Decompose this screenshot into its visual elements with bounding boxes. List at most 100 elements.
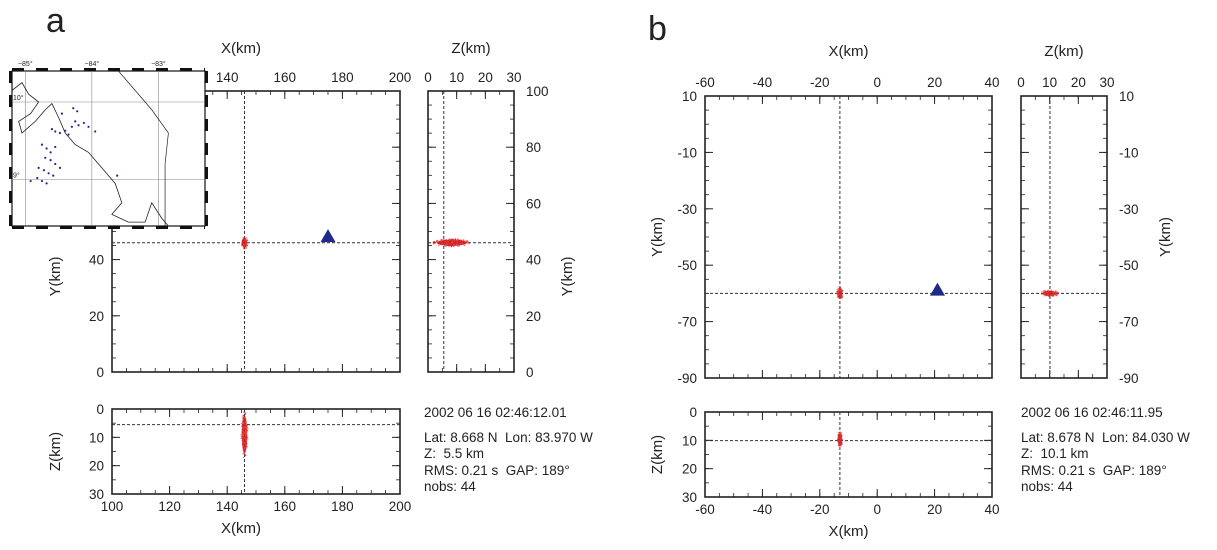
zy-hypocenter-cloud-b-point xyxy=(1044,290,1047,292)
zy-ytick-label-b: -70 xyxy=(1119,315,1139,330)
inset-station-dot xyxy=(77,124,80,127)
xz-hypocenter-cloud-b-point xyxy=(837,440,840,443)
inset-border-line xyxy=(118,70,169,226)
xz-xtick-label-a: 160 xyxy=(274,499,297,514)
map-ytick-label-a: 40 xyxy=(89,253,104,268)
inset-frame-left xyxy=(9,119,12,131)
zy-hypocenter-cloud-b-point xyxy=(1050,294,1052,296)
inset-coastline xyxy=(11,82,169,227)
inset-station-dot xyxy=(116,174,119,177)
xz-hypocenter-cloud-b-point xyxy=(839,431,842,433)
inset-frame-top xyxy=(204,68,205,71)
xz-hypocenter-cloud-a-point xyxy=(243,450,246,452)
map-epicenter-cloud-b-point xyxy=(837,295,840,298)
zy-frame-b xyxy=(1020,95,1108,379)
xz-ytick-label-a: 10 xyxy=(89,430,104,445)
zy-hypocenter-cloud-a-point xyxy=(458,245,460,247)
xz-hypocenter-cloud-a-point xyxy=(246,424,248,426)
xz-frame-a xyxy=(111,408,401,495)
xz-hypocenter-cloud-a-point xyxy=(246,426,249,428)
panel-label-b: b xyxy=(648,10,667,48)
zy-hypocenter-cloud-a-point xyxy=(462,239,465,241)
inset-lat-label: 9° xyxy=(13,172,20,180)
map-epicenter-cloud-b-point xyxy=(836,296,839,298)
xz-hypocenter-cloud-a-point xyxy=(240,437,242,440)
map-epicenter-cloud-a xyxy=(240,236,249,250)
map-ytick-label-b: -30 xyxy=(677,202,697,217)
map-ytick-label-b: 10 xyxy=(682,89,697,104)
map-xtick-label-b: 0 xyxy=(873,75,881,90)
inset-frame-bottom xyxy=(12,226,24,229)
zy-hypocenter-cloud-b-point xyxy=(1050,289,1053,292)
inset-station-dot xyxy=(70,125,73,128)
zy-hypocenter-cloud-a-point xyxy=(452,240,455,243)
event-info-b: 2002 06 16 02:46:11.95 Lat: 8.678 N Lon:… xyxy=(1021,405,1190,496)
zy-hypocenter-cloud-a-point xyxy=(457,238,460,240)
xz-hypocenter-cloud-a-point xyxy=(246,436,249,439)
xz-hypocenter-cloud-a-point xyxy=(243,425,245,427)
xz-hypocenter-cloud-b-point xyxy=(837,433,840,436)
xz-xtick-label-a: 200 xyxy=(389,499,412,514)
inset-frame-bottom xyxy=(60,226,72,229)
xz-hypocenter-cloud-a-point xyxy=(241,429,244,431)
map-xtick-label-b: 40 xyxy=(984,75,999,90)
map-epicenter-cloud-a-point xyxy=(241,243,243,245)
xz-hypocenter-cloud-a-point xyxy=(241,416,244,418)
zy-ytick-label-b: -10 xyxy=(1119,145,1139,160)
zy-hypocenter-cloud-a-point xyxy=(442,239,445,241)
xz-ytick-label-a: 30 xyxy=(89,487,104,502)
inset-station-dot xyxy=(72,107,75,110)
xz-ytick-label-b: 20 xyxy=(682,462,697,477)
map-xtick-label-b: 20 xyxy=(927,75,942,90)
zy-hypocenter-cloud-a-point xyxy=(440,240,443,242)
xz-hypocenter-cloud-a-point xyxy=(244,425,247,427)
inset-frame-top xyxy=(60,68,72,71)
xz-hypocenter-cloud-a-point xyxy=(241,418,244,420)
zy-ytick-label-a: 80 xyxy=(526,140,541,155)
xz-xtick-label-b: 0 xyxy=(873,502,881,517)
zy-hypocenter-cloud-a-point xyxy=(462,240,465,243)
zy-hypocenter-cloud-b-point xyxy=(1048,294,1051,296)
xz-hypocenter-cloud-a-point xyxy=(241,426,243,428)
inset-frame-bottom xyxy=(132,226,144,229)
zy-hypocenter-cloud-a-point xyxy=(433,241,435,243)
inset-frame-right xyxy=(205,191,208,203)
map-epicenter-cloud-b-point xyxy=(837,287,840,289)
map-epicenter-cloud-b-point xyxy=(838,297,840,299)
inset-station-dot xyxy=(76,110,79,113)
zy-hypocenter-cloud-a-point xyxy=(463,242,465,245)
zy-hypocenter-cloud-a-point xyxy=(432,243,435,245)
zy-hypocenter-cloud-b-point xyxy=(1044,291,1046,293)
map-epicenter-cloud-b-point xyxy=(836,292,838,295)
xz-hypocenter-cloud-a-point xyxy=(244,439,246,442)
xz-hypocenter-cloud-b-point xyxy=(839,435,841,438)
xz-ytick-label-b: 0 xyxy=(689,405,697,420)
xz-xtick-label-b: -20 xyxy=(810,502,830,517)
zy-hypocenter-cloud-a-point xyxy=(440,242,443,244)
station-triangle-a xyxy=(320,229,336,243)
xz-hypocenter-cloud-a-point xyxy=(247,438,249,440)
zy-hypocenter-cloud-a-point xyxy=(445,245,447,247)
zy-hypocenter-cloud-a-point xyxy=(443,239,446,241)
inset-frame-left xyxy=(9,143,12,155)
xz-hypocenter-cloud-a-point xyxy=(245,442,248,445)
inset-frame-top xyxy=(156,68,168,71)
map-xtick-label-b: -60 xyxy=(695,75,715,90)
zy-hypocenter-cloud-a-point xyxy=(441,241,444,243)
zy-hypocenter-cloud-a-point xyxy=(444,242,447,244)
inset-frame-top xyxy=(108,68,120,71)
zy-xtick-label-a: 0 xyxy=(424,70,432,85)
panel-label-a: a xyxy=(46,2,65,40)
inset-frame-bottom xyxy=(108,226,120,229)
zy-hypocenter-cloud-b-point xyxy=(1043,290,1045,292)
zy-hypocenter-cloud-a-point xyxy=(440,238,442,241)
map-epicenter-cloud-a-point xyxy=(245,237,248,239)
map-epicenter-cloud-a-point xyxy=(245,243,248,245)
zy-hypocenter-cloud-a-point xyxy=(448,238,451,241)
zy-hypocenter-cloud-b-point xyxy=(1048,295,1051,297)
map-epicenter-cloud-a-point xyxy=(241,240,244,243)
zy-hypocenter-cloud-b-point xyxy=(1057,292,1060,294)
map-epicenter-cloud-a-point xyxy=(245,241,248,243)
inset-map-background xyxy=(11,70,206,227)
zy-hypocenter-cloud-a-point xyxy=(459,241,462,244)
